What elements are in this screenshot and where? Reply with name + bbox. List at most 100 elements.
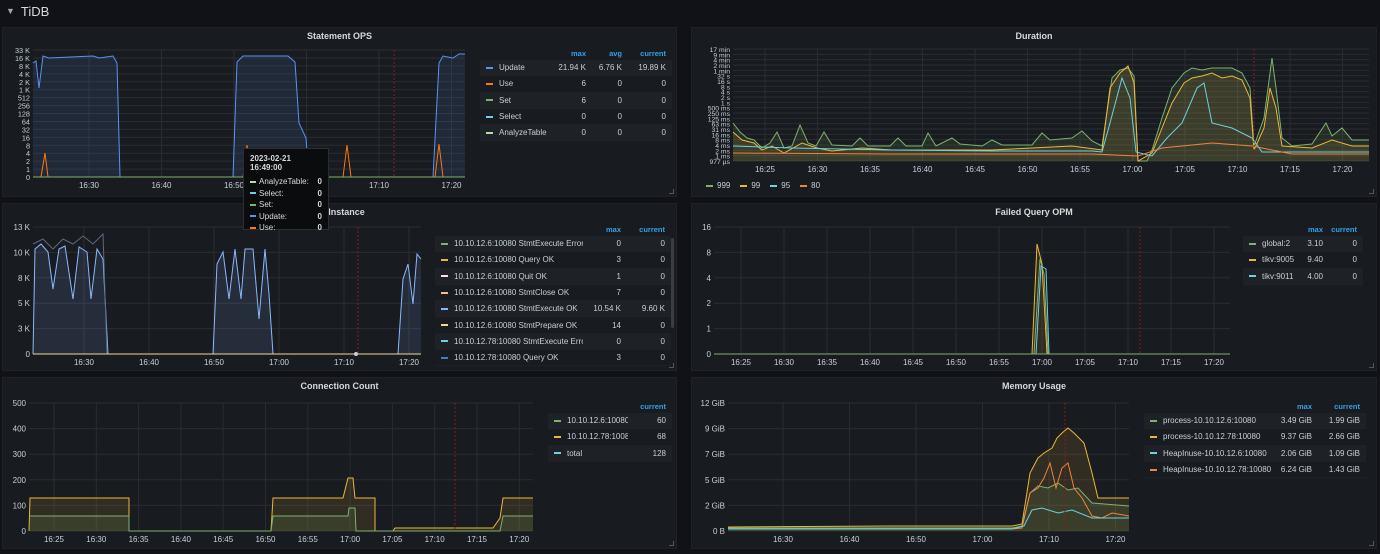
legend-item[interactable]: process-10.10.12.6:10080 3.49 GiB 1.99 GiB [1144,413,1366,430]
legend-series-name[interactable]: 99 [751,181,761,190]
legend-item[interactable]: total 128 [548,445,672,462]
series-color-swatch[interactable] [554,452,561,455]
legend-header-max[interactable]: max [1296,402,1312,411]
legend-item[interactable]: 10.10.12.6:10080 Query OK 3 0 [435,252,671,269]
legend-header-current[interactable]: current [640,49,666,58]
legend-item[interactable]: 10.10.12.78:10080 68 [548,429,672,446]
panel-title[interactable]: Duration [1015,31,1053,41]
series-color-swatch[interactable] [770,184,778,187]
series-color-swatch[interactable] [1249,275,1256,278]
legend-series-name[interactable]: tikv:9011 [1262,271,1294,281]
resize-handle[interactable] [669,541,674,546]
legend-series-name[interactable]: process-10.10.12.6:10080 [1163,416,1256,426]
legend-item[interactable]: 10.10.12.6:10080 StmtPrepare OK 14 0 [435,317,671,334]
legend-item[interactable]: Set 6 0 0 [480,92,672,109]
series-color-swatch[interactable] [441,307,448,310]
series-color-swatch[interactable] [441,242,448,245]
legend-series-name[interactable]: 10.10.12.78:10080 [567,432,628,442]
legend-series-name[interactable]: 10.10.12.6:10080 StmtClose OK [454,288,570,298]
resize-handle[interactable] [669,363,674,368]
series-color-swatch[interactable] [441,356,448,359]
series-color-swatch[interactable] [554,419,561,422]
legend-series-name[interactable]: process-10.10.12.78:10080 [1163,432,1261,442]
legend-series-name[interactable]: Update [499,63,525,73]
legend-series-name[interactable]: 10.10.12.78:10080 StmtExecute Error [454,336,583,346]
legend-item[interactable]: HeapInuse-10.10.12.6:10080 2.06 GiB 1.09 G… [1144,445,1366,462]
legend-series-name[interactable]: 999 [717,181,731,190]
legend-series-name[interactable]: HeapInuse-10.10.12.78:10080 [1163,465,1272,475]
resize-handle[interactable] [1369,541,1374,546]
panel-title[interactable]: Statement OPS [306,31,373,41]
series-color-swatch[interactable] [486,66,493,69]
series-color-swatch[interactable] [1150,452,1157,455]
legend-header-max[interactable]: max [1307,225,1323,234]
legend-item[interactable]: global:2 3.10 0 [1243,236,1363,253]
legend-item[interactable]: 80 [800,181,820,190]
legend-series-name[interactable]: 10.10.12.6:10080 StmtPrepare OK [454,320,578,330]
legend-header-max[interactable]: max [605,225,621,234]
series-color-swatch[interactable] [740,184,748,187]
legend-item[interactable]: Update 21.94 K 6.76 K 19.89 K [480,60,672,77]
legend-series-name[interactable]: 80 [811,181,821,190]
series-color-swatch[interactable] [441,275,448,278]
legend-series-name[interactable]: Use [499,79,514,89]
legend-series-name[interactable]: tikv:9005 [1262,255,1295,265]
series-color-swatch[interactable] [1150,468,1157,471]
legend-header-current[interactable]: current [639,225,665,234]
legend-item[interactable]: Select 0 0 0 [480,109,672,126]
series-color-swatch[interactable] [441,340,448,343]
legend-item[interactable]: Use 6 0 0 [480,76,672,93]
legend-series-name[interactable]: total [567,448,583,458]
series-color-swatch[interactable] [1249,258,1256,261]
legend-series-name[interactable]: HeapInuse-10.10.12.6:10080 [1163,448,1267,458]
legend-series-name[interactable]: 95 [781,181,791,190]
panel-by-instance[interactable]: By Instance 13 K 10 K 8 K 5 K 3 K 0 16:30 16:40… [2,203,677,371]
panel-failed-query-opm[interactable]: Failed Query OPM 16 8 4 2 1 0 16:25 16:30 16:35 1… [691,203,1377,371]
series-color-swatch[interactable] [486,82,493,85]
panel-title[interactable]: By Instance [314,207,365,217]
panel-title[interactable]: Connection Count [300,381,379,391]
series-color-swatch[interactable] [1150,419,1157,422]
legend-item[interactable]: AnalyzeTable 0 0 0 [480,125,672,142]
series-color-swatch[interactable] [486,131,493,134]
legend-series-name[interactable]: 10.10.12.6:10080 Query OK [454,255,555,265]
legend-series-name[interactable]: 10.10.12.6:10080 StmtExecute Error [454,239,583,249]
series-color-swatch[interactable] [554,435,561,438]
row-header-tidb[interactable]: ▼ TiDB [0,0,1380,22]
legend-series-name[interactable]: global:2 [1262,239,1291,249]
legend-series-name[interactable]: 10.10.12.78:10080 Query OK [454,353,559,363]
statement-ops-graph[interactable]: 33 K16 K8 K4 K2 K1 K51225612864321684210… [3,28,473,198]
resize-handle[interactable] [1369,363,1374,368]
legend-header-current[interactable]: current [640,402,666,411]
legend-item[interactable]: tikv:9011 4.00 0 [1243,268,1363,285]
legend-item[interactable]: 10.10.12.6:10080 60 [548,413,672,430]
legend-item[interactable]: 10.10.12.6:10080 StmtExecute Error 0 0 [435,236,671,253]
connection-count-graph[interactable]: 500 400 300 200 100 0 16:25 16:30 16:35 16:40 16:4… [3,378,541,550]
memory-usage-graph[interactable]: 12 GiB 9 GiB 7 GiB 5 GiB 2 GiB 0 B 16:30 16:40 1… [692,378,1137,550]
legend-item[interactable]: tikv:9005 9.40 0 [1243,252,1363,269]
legend-series-name[interactable]: 10.10.12.6:10080 [567,416,628,426]
legend-item[interactable]: 10.10.12.6:10080 StmtClose OK 7 0 [435,285,671,302]
series-color-swatch[interactable] [441,291,448,294]
panel-memory-usage[interactable]: Memory Usage 12 GiB 9 GiB 7 GiB 5 GiB 2 GiB 0… [691,377,1377,549]
panel-connection-count[interactable]: Connection Count 500 400 300 200 100 0 16:25 16… [2,377,677,549]
series-color-swatch[interactable] [1150,435,1157,438]
panel-title[interactable]: Memory Usage [1001,381,1067,391]
by-instance-graph[interactable]: 13 K 10 K 8 K 5 K 3 K 0 16:30 16:40 16:50 17:00 17… [3,204,428,372]
legend-item[interactable]: process-10.10.12.78:10080 9.37 GiB 2.66 Gi… [1144,429,1366,446]
legend-series-name[interactable]: Set [499,95,512,105]
resize-handle[interactable] [669,189,674,194]
legend-item[interactable]: 99 [740,181,760,190]
legend-item[interactable]: 10.10.12.6:10080 StmtExecute OK 10.54 K 9.… [435,301,671,318]
legend-item[interactable]: 10.10.12.78:10080 StmtExecute Error 0 0 [435,333,671,351]
series-color-swatch[interactable] [800,184,808,187]
legend-item[interactable]: 10.10.12.78:10080 Query OK 3 0 [435,350,671,367]
legend-series-name[interactable]: AnalyzeTable [499,128,547,138]
legend-header-current[interactable]: current [1334,402,1360,411]
legend-header-max[interactable]: max [570,49,586,58]
legend-series-name[interactable]: Select [499,112,522,122]
legend-header-current[interactable]: current [1331,225,1357,234]
